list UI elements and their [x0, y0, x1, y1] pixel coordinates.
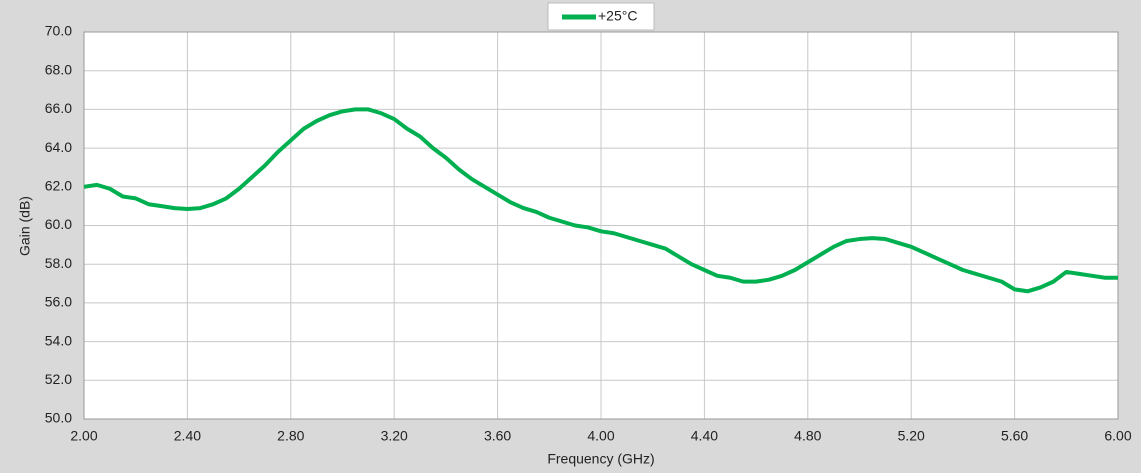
y-tick-label: 68.0 — [45, 61, 72, 77]
y-tick-label: 58.0 — [45, 255, 72, 271]
plot-border — [83, 31, 1119, 420]
x-tick-label: 4.80 — [794, 428, 821, 444]
y-tick-label: 54.0 — [45, 332, 72, 348]
y-tick-label: 70.0 — [45, 23, 72, 39]
x-axis-title: Frequency (GHz) — [547, 451, 654, 467]
y-tick-label: 64.0 — [45, 139, 72, 155]
x-tick-label: 3.60 — [484, 428, 511, 444]
x-tick-label: 2.80 — [277, 428, 304, 444]
y-tick-label: 62.0 — [45, 178, 72, 194]
legend-label: +25°C — [598, 8, 637, 24]
y-tick-label: 56.0 — [45, 294, 72, 310]
x-tick-label: 3.20 — [381, 428, 408, 444]
x-tick-label: 2.00 — [70, 428, 97, 444]
x-tick-label: 5.20 — [898, 428, 925, 444]
x-tick-label: 6.00 — [1104, 428, 1131, 444]
data-line — [83, 107, 1118, 294]
y-axis-title: Gain (dB) — [17, 196, 33, 256]
x-tick-label: 2.40 — [174, 428, 201, 444]
y-tick-label: 66.0 — [45, 100, 72, 116]
x-tick-label: 5.60 — [1001, 428, 1028, 444]
x-tick-label: 4.40 — [691, 428, 718, 444]
y-tick-label: 50.0 — [45, 410, 72, 426]
y-tick-label: 60.0 — [45, 216, 72, 232]
x-tick-label: 4.00 — [587, 428, 614, 444]
y-tick-label: 52.0 — [45, 371, 72, 387]
